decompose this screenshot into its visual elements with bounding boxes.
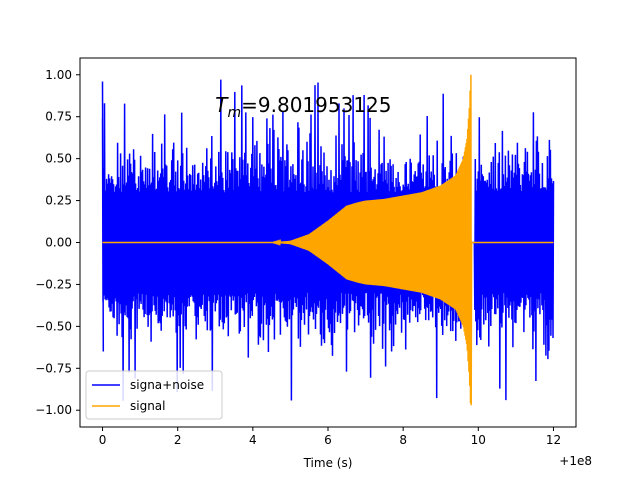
series-line-signal (102, 74, 554, 406)
y-tick-label: −1.00 (35, 403, 72, 417)
y-axis: −1.00 −0.75 −0.50 −0.25 0.00 0.25 0.50 0.75 1.00 (35, 68, 80, 417)
y-tick-label: 0.50 (45, 152, 72, 166)
y-tick-label: 0.00 (45, 236, 72, 250)
x-axis: 0 2 4 6 8 10 12 (99, 427, 561, 447)
x-tick-label: 2 (174, 433, 182, 447)
legend: signa+noise signal (85, 370, 223, 420)
annotation-subscript: m (227, 105, 241, 121)
y-tick-label: −0.25 (35, 277, 72, 291)
x-axis-label: Time (s) (303, 456, 353, 470)
annotation-symbol: T (215, 93, 229, 117)
series-line-signa-noise (101, 79, 555, 401)
legend-box (85, 370, 223, 420)
x-tick-label: 12 (546, 433, 561, 447)
x-tick-label: 8 (399, 433, 407, 447)
x-axis-offset-label: +1e8 (559, 454, 592, 468)
x-tick-label: 10 (471, 433, 486, 447)
annotation-value: =9.801953125 (241, 93, 391, 117)
y-tick-label: −0.50 (35, 319, 72, 333)
x-tick-label: 6 (324, 433, 332, 447)
y-tick-label: 1.00 (45, 68, 72, 82)
legend-label-signal: signal (130, 399, 166, 413)
x-tick-label: 4 (249, 433, 257, 447)
legend-label-signa-noise: signa+noise (130, 378, 204, 392)
series-layer (101, 74, 555, 406)
y-tick-label: 0.25 (45, 194, 72, 208)
y-tick-label: 0.75 (45, 110, 72, 124)
merger-time-annotation: Tm=9.801953125 (215, 93, 391, 121)
y-tick-label: −0.75 (35, 361, 72, 375)
x-tick-label: 0 (99, 433, 107, 447)
